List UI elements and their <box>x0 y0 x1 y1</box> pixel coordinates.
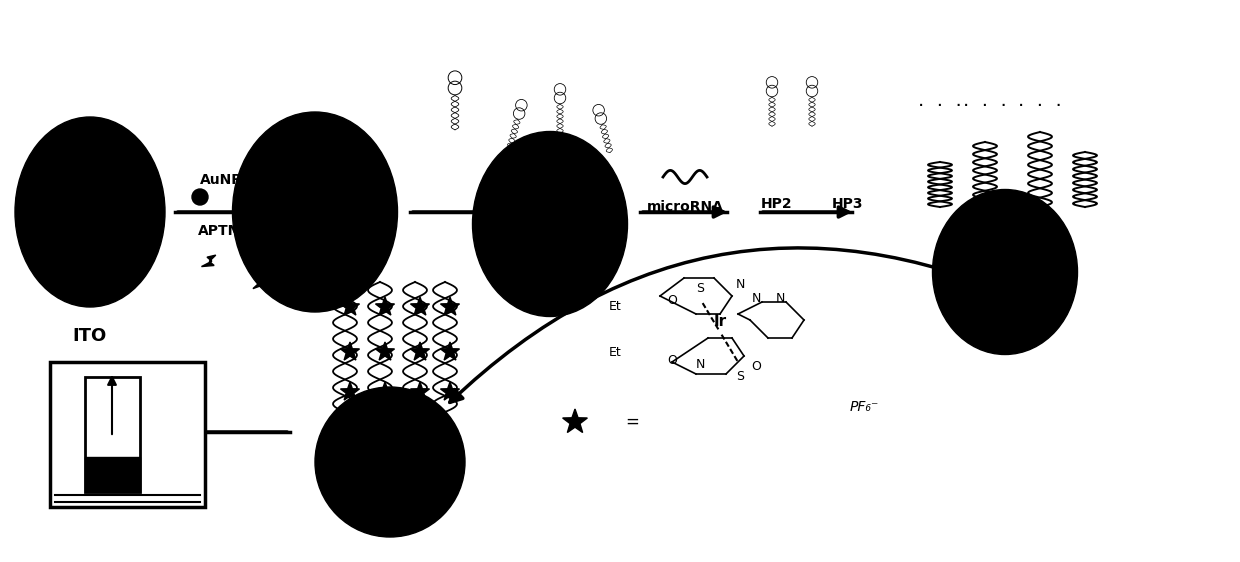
Text: ·  ·  ·: · · · <box>1018 97 1061 116</box>
Bar <box>86 457 140 492</box>
Text: S: S <box>696 282 704 294</box>
Text: ·  ·  ·: · · · <box>963 97 1007 116</box>
Text: N: N <box>751 292 760 305</box>
Text: ·  ·  ·: · · · <box>918 97 962 116</box>
Ellipse shape <box>932 189 1078 355</box>
Text: HP3: HP3 <box>832 197 863 211</box>
Polygon shape <box>410 382 429 400</box>
Text: AuNPs: AuNPs <box>200 173 250 187</box>
Text: PF₆⁻: PF₆⁻ <box>849 400 879 414</box>
Polygon shape <box>232 214 244 228</box>
Text: N: N <box>696 357 704 370</box>
Ellipse shape <box>472 132 627 316</box>
Polygon shape <box>272 234 285 247</box>
Polygon shape <box>563 409 588 433</box>
Polygon shape <box>410 297 429 315</box>
Bar <box>86 377 140 492</box>
Circle shape <box>192 189 208 205</box>
Polygon shape <box>440 342 460 360</box>
Polygon shape <box>341 382 360 400</box>
Text: N: N <box>775 292 785 305</box>
Text: ITO: ITO <box>73 327 107 345</box>
Polygon shape <box>410 342 429 360</box>
Ellipse shape <box>15 117 165 307</box>
Ellipse shape <box>233 112 398 312</box>
Polygon shape <box>341 297 360 315</box>
Bar <box>50 362 205 507</box>
Polygon shape <box>376 382 394 400</box>
Polygon shape <box>201 255 216 266</box>
Text: Et: Et <box>609 346 621 359</box>
Polygon shape <box>341 342 360 360</box>
Polygon shape <box>376 297 394 315</box>
Polygon shape <box>253 274 265 289</box>
Ellipse shape <box>315 387 465 537</box>
Text: O: O <box>667 353 677 366</box>
Polygon shape <box>376 342 394 360</box>
Text: microRNA: microRNA <box>646 200 723 214</box>
Text: HP1: HP1 <box>502 184 537 200</box>
Text: O: O <box>751 360 761 373</box>
Text: HP2: HP2 <box>760 197 792 211</box>
Polygon shape <box>440 297 460 315</box>
Text: N: N <box>735 278 745 291</box>
Text: APTMS: APTMS <box>198 224 252 238</box>
Text: =: = <box>605 413 640 431</box>
Text: Ir: Ir <box>713 315 727 329</box>
Text: S: S <box>737 369 744 383</box>
Text: Et: Et <box>609 301 621 314</box>
Polygon shape <box>440 382 460 400</box>
Text: O: O <box>667 293 677 306</box>
